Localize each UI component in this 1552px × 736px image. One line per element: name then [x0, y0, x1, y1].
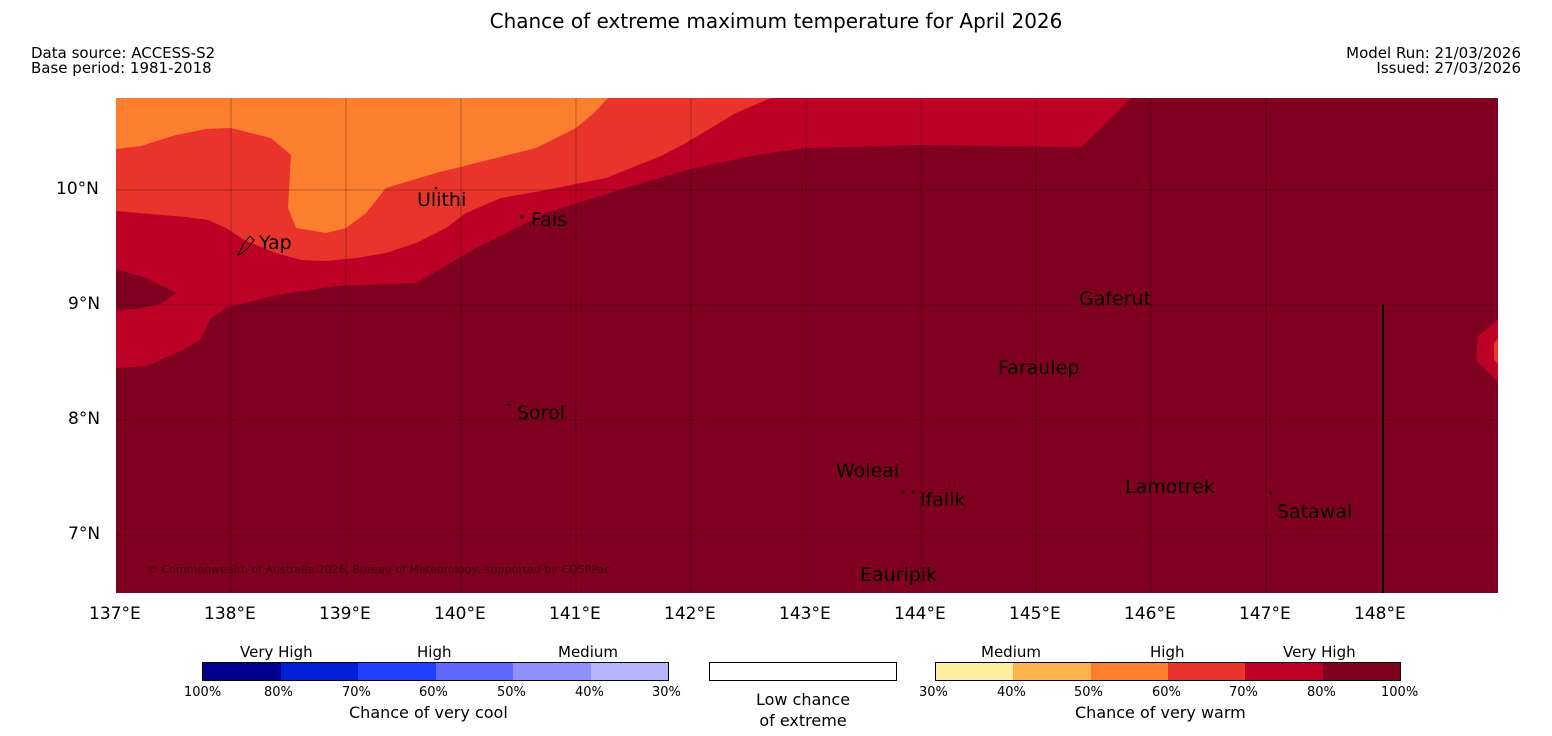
place-label-woleai: Woleai: [836, 460, 900, 482]
place-label-lamotrek: Lamotrek: [1125, 476, 1215, 498]
warm-swatch-80-100: [1322, 663, 1400, 680]
forecast-map[interactable]: [116, 98, 1498, 593]
ulithi-marker: [434, 186, 438, 190]
place-label-yap: Yap: [259, 232, 292, 254]
sorol-marker: [507, 403, 511, 407]
place-label-eauripik: Eauripik: [860, 564, 938, 586]
cool-category-high: High: [417, 643, 452, 661]
warm-pct-30: 30%: [919, 685, 948, 700]
base-period: Base period: 1981-2018: [31, 59, 212, 77]
warm-colorbar: [935, 662, 1401, 681]
issued-date: Issued: 27/03/2026: [1376, 59, 1521, 77]
lon-tick-137e: 137°E: [89, 604, 141, 624]
neutral-caption: Low chance of extreme: [709, 689, 897, 731]
fais-marker: [520, 215, 524, 219]
place-label-ulithi: Ulithi: [417, 189, 467, 211]
cool-pct-100: 100%: [184, 685, 222, 700]
chart-title: Chance of extreme maximum temperature fo…: [489, 9, 1063, 33]
region-hotspot-outer: [1476, 320, 1498, 382]
model-run: Model Run: 21/03/2026: [1346, 44, 1521, 62]
lon-tick-145e: 145°E: [1009, 604, 1061, 624]
region-hotspot-mid: [1494, 338, 1498, 364]
cool-swatch-60-70: [358, 663, 436, 680]
warm-pct-60: 60%: [1152, 685, 1181, 700]
cool-pct-40: 40%: [575, 685, 604, 700]
warm-category-very-high: Very High: [1283, 643, 1356, 661]
cool-swatch-50-60: [435, 663, 513, 680]
metadata-right: Model Run: 21/03/2026 Issued: 27/03/2026: [1346, 46, 1521, 76]
place-label-gaferut: Gaferut: [1079, 288, 1152, 310]
lon-tick-140e: 140°E: [434, 604, 486, 624]
neutral-caption-line1: Low chance: [755, 690, 851, 709]
cool-swatch-70-80: [280, 663, 358, 680]
lat-tick-10n: 10°N: [56, 179, 99, 199]
warm-swatch-50-60: [1090, 663, 1168, 680]
cool-pct-80: 80%: [264, 685, 293, 700]
cool-swatch-40-50: [513, 663, 591, 680]
cool-pct-60: 60%: [419, 685, 448, 700]
place-label-fais: Fais: [531, 209, 568, 231]
lon-tick-147e: 147°E: [1239, 604, 1291, 624]
cool-pct-70: 70%: [342, 685, 371, 700]
place-label-satawal: Satawal: [1277, 501, 1353, 523]
warm-category-high: High: [1150, 643, 1185, 661]
yap-island-outline: [237, 235, 255, 256]
copyright-notice: © Commonwealth of Australia 2026, Bureau…: [147, 563, 611, 576]
lon-tick-138e: 138°E: [204, 604, 256, 624]
cool-category-very-high: Very High: [240, 643, 313, 661]
lat-tick-9n: 9°N: [68, 294, 101, 314]
ifalik-marker-2: [911, 490, 915, 494]
warm-pct-100: 100%: [1381, 685, 1419, 700]
metadata-left: Data source: ACCESS-S2 Base period: 1981…: [31, 46, 215, 76]
neutral-swatch: [709, 662, 897, 681]
warm-swatch-40-50: [1013, 663, 1091, 680]
cool-pct-30: 30%: [652, 685, 681, 700]
warm-caption: Chance of very warm: [1075, 703, 1246, 722]
lon-tick-143e: 143°E: [779, 604, 831, 624]
warm-pct-70: 70%: [1229, 685, 1258, 700]
lon-tick-142e: 142°E: [664, 604, 716, 624]
lon-tick-141e: 141°E: [549, 604, 601, 624]
lat-tick-8n: 8°N: [68, 409, 101, 429]
place-label-sorol: Sorol: [517, 402, 565, 424]
warm-pct-40: 40%: [997, 685, 1026, 700]
lon-tick-148e: 148°E: [1354, 604, 1406, 624]
cool-swatch-30-40: [590, 663, 668, 680]
cool-pct-50: 50%: [497, 685, 526, 700]
warm-pct-50: 50%: [1074, 685, 1103, 700]
cool-caption: Chance of very cool: [349, 703, 508, 722]
place-label-ifalik: Ifalik: [920, 489, 966, 511]
place-label-faraulep: Faraulep: [998, 357, 1080, 379]
warm-category-medium: Medium: [981, 643, 1041, 661]
warm-pct-80: 80%: [1307, 685, 1336, 700]
neutral-caption-line2: of extreme: [759, 711, 847, 730]
cool-swatch-80-100: [203, 663, 281, 680]
lon-tick-139e: 139°E: [319, 604, 371, 624]
lon-tick-146e: 146°E: [1124, 604, 1176, 624]
graticule: [116, 98, 1498, 593]
warm-swatch-30-40: [936, 663, 1014, 680]
data-source: Data source: ACCESS-S2: [31, 44, 216, 62]
region-medium-warm-upper: [116, 98, 608, 233]
island-markers: [237, 186, 1273, 495]
lat-tick-7n: 7°N: [68, 524, 101, 544]
cool-category-medium: Medium: [558, 643, 618, 661]
warm-swatch-70-80: [1245, 663, 1323, 680]
region-very-high-warm-inclusion: [116, 269, 176, 311]
satawal-marker: [1269, 491, 1273, 495]
warm-swatch-60-70: [1167, 663, 1246, 680]
lon-tick-144e: 144°E: [894, 604, 946, 624]
ifalik-marker-1: [901, 490, 905, 494]
cool-colorbar: [202, 662, 669, 681]
